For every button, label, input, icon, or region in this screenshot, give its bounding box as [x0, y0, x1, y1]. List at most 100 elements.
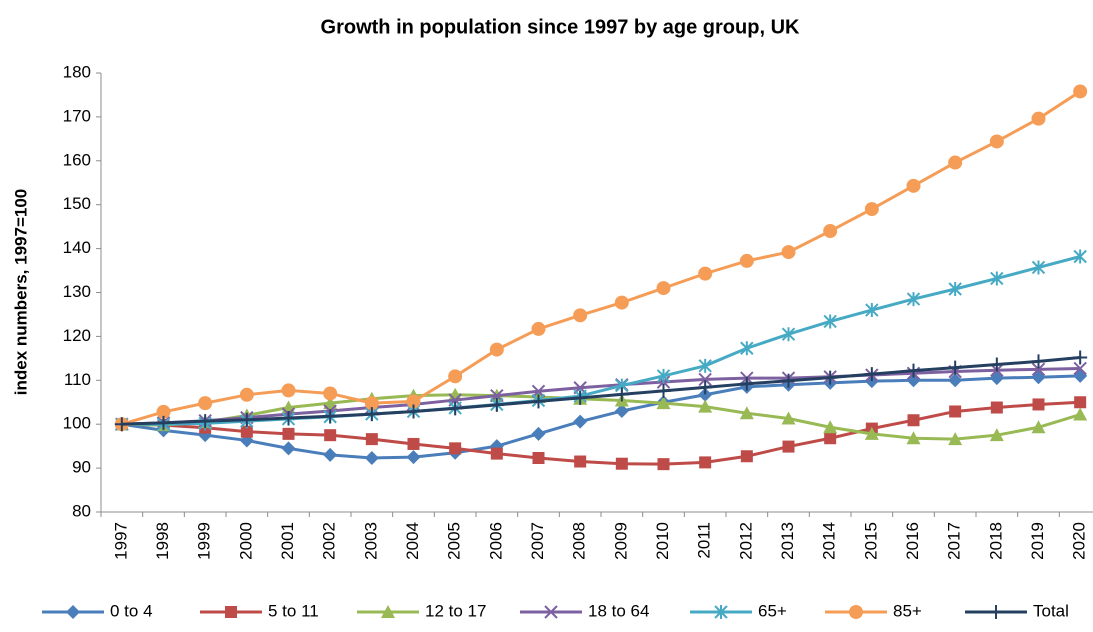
marker [198, 414, 213, 429]
marker [823, 314, 837, 329]
marker [531, 394, 546, 409]
marker [406, 394, 421, 409]
marker [657, 458, 670, 471]
marker [782, 440, 795, 453]
marker [1031, 111, 1046, 126]
y-tick-label: 80 [72, 501, 91, 520]
x-tick-label: 2011 [695, 522, 714, 559]
marker [66, 605, 80, 619]
marker [823, 420, 838, 434]
x-tick-label: 1998 [153, 522, 172, 560]
series-line [121, 366, 1081, 426]
marker [282, 427, 295, 440]
marker [698, 399, 713, 413]
x-tick-label: 2015 [861, 522, 880, 560]
marker [1073, 361, 1087, 376]
marker [864, 426, 879, 440]
x-tick-label: 2018 [986, 522, 1005, 560]
x-tick-label: 2013 [778, 522, 797, 560]
marker [948, 373, 963, 388]
x-tick-label: 2007 [528, 522, 547, 560]
legend-label: 5 to 11 [268, 601, 319, 620]
series-line [121, 400, 1081, 466]
marker [781, 373, 796, 388]
x-tick-label: 2003 [361, 522, 380, 560]
marker [448, 369, 463, 384]
y-tick-label: 160 [63, 150, 91, 169]
marker [906, 178, 921, 193]
marker [114, 417, 129, 432]
marker [614, 387, 629, 402]
marker [531, 321, 546, 336]
series-line [121, 393, 1081, 441]
x-tick-label: 1999 [195, 522, 214, 560]
marker [865, 303, 879, 318]
marker [1031, 370, 1046, 385]
marker [407, 437, 420, 450]
marker [949, 405, 962, 418]
x-tick-label: 2009 [611, 522, 630, 560]
marker [239, 412, 254, 427]
marker [281, 411, 296, 426]
x-tick-label: 2006 [486, 522, 505, 560]
marker [324, 429, 337, 442]
x-tick-label: 2020 [1070, 522, 1089, 560]
marker [906, 292, 921, 307]
marker [906, 431, 921, 445]
legend-label: Total [1033, 601, 1069, 620]
marker [239, 387, 254, 402]
marker [823, 370, 838, 385]
marker [990, 271, 1004, 286]
marker [781, 245, 796, 260]
marker [989, 428, 1004, 442]
marker [739, 406, 754, 420]
marker [989, 371, 1004, 386]
x-tick-label: 1997 [111, 522, 130, 560]
marker [698, 358, 712, 373]
marker [990, 401, 1003, 414]
marker [739, 376, 754, 391]
legend-label: 12 to 17 [425, 601, 486, 620]
marker [490, 447, 503, 460]
marker [864, 367, 879, 382]
marker [323, 447, 338, 462]
marker [614, 404, 629, 419]
marker [907, 414, 920, 427]
marker [323, 396, 338, 410]
marker [948, 360, 963, 375]
marker [449, 442, 462, 455]
marker [614, 295, 629, 310]
marker [1073, 350, 1088, 365]
marker [489, 397, 504, 412]
marker [714, 605, 728, 619]
marker [698, 372, 712, 387]
marker [406, 450, 421, 465]
marker [781, 411, 796, 425]
marker [323, 386, 338, 401]
marker [824, 432, 837, 445]
marker [698, 266, 713, 281]
x-tick-label: 2008 [570, 522, 589, 560]
marker [544, 605, 558, 619]
marker [1073, 368, 1088, 383]
marker [656, 281, 671, 296]
legend-label: 65+ [758, 601, 787, 620]
y-tick-label: 150 [63, 194, 91, 213]
marker [864, 202, 879, 217]
marker [656, 396, 671, 410]
marker [489, 342, 504, 357]
x-tick-label: 2004 [403, 522, 422, 560]
y-tick-label: 170 [63, 106, 91, 125]
marker [156, 404, 171, 419]
y-tick-label: 130 [63, 282, 91, 301]
series-line [121, 90, 1081, 426]
marker [989, 134, 1004, 149]
marker [849, 605, 863, 619]
marker [381, 605, 395, 618]
marker [364, 407, 379, 422]
marker [989, 605, 1003, 619]
y-tick-label: 120 [63, 326, 91, 345]
marker [1031, 354, 1046, 369]
marker [573, 390, 588, 405]
